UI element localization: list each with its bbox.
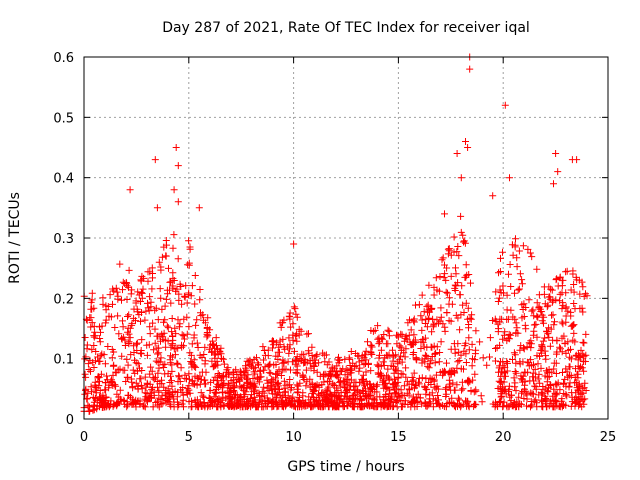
x-axis-label: GPS time / hours [287, 459, 404, 475]
y-tick-label: 0.2 [53, 292, 74, 307]
tick-labels: 0 0.1 0.2 0.3 0.4 0.5 0.6 0 5 10 15 20 25 [53, 51, 616, 445]
data-points [80, 53, 591, 415]
x-tick-label: 5 [185, 430, 193, 445]
y-axis-label: ROTI / TECUs [7, 192, 23, 284]
x-tick-label: 10 [285, 430, 302, 445]
y-tick-label: 0.6 [53, 51, 74, 66]
x-tick-label: 25 [600, 430, 617, 445]
x-tick-label: 0 [80, 430, 88, 445]
x-tick-label: 20 [495, 430, 512, 445]
x-tick-label: 15 [390, 430, 407, 445]
chart-title: Day 287 of 2021, Rate Of TEC Index for r… [162, 20, 530, 36]
y-tick-label: 0.3 [53, 232, 74, 247]
y-tick-label: 0.4 [53, 172, 74, 187]
axis-ticks [83, 56, 609, 420]
y-tick-label: 0 [66, 413, 74, 428]
scatter-markers [80, 53, 591, 415]
y-tick-label: 0.5 [53, 111, 74, 126]
y-tick-label: 0.1 [53, 353, 74, 368]
